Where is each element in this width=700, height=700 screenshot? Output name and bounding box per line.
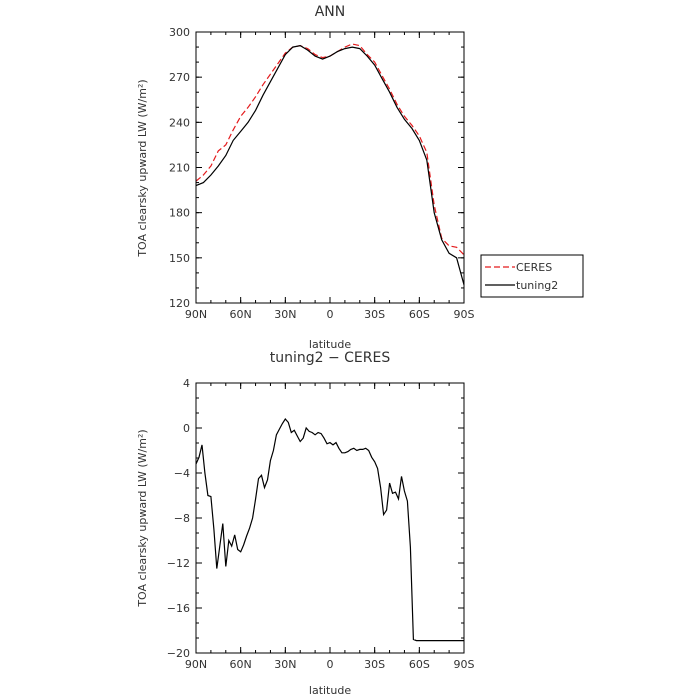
bottom-chart-xtick-label: 0: [327, 658, 334, 671]
bottom-chart-xtick-label: 30N: [274, 658, 296, 671]
bottom-chart-ytick-label: −16: [167, 602, 190, 615]
bottom-chart-xtick-label: 60S: [409, 658, 430, 671]
bottom-chart-ytick-label: 0: [183, 422, 190, 435]
top-chart-ytick-label: 270: [169, 71, 190, 84]
top-chart-series-line-tuning2: [195, 44, 465, 286]
bottom-chart-xtick-label: 30S: [364, 658, 385, 671]
top-chart-xtick-label: 60N: [230, 308, 252, 321]
top-chart-ytick-label: 150: [169, 252, 190, 265]
top-chart-series-line-ceres: [195, 43, 465, 256]
bottom-chart-xtick-label: 60N: [230, 658, 252, 671]
bottom-chart-title: tuning2 − CERES: [270, 350, 391, 366]
bottom-chart: tuning2 − CERES 90N 60N 30N 0 30S 60S 90S 4 0 −4 −…: [136, 350, 475, 697]
bottom-chart-xlabel: latitude: [309, 684, 351, 697]
top-chart-plot-area: 90N 60N 30N 0 30S 60S 90S 120 150 180 210 240 270 300: [169, 26, 475, 321]
bottom-chart-ytick-label: 4: [183, 377, 190, 390]
top-chart-legend: CERES tuning2: [480, 254, 584, 298]
bottom-chart-xtick-label: 90N: [185, 658, 207, 671]
legend-label-ceres: CERES: [516, 261, 552, 274]
top-chart-xtick-label: 0: [327, 308, 334, 321]
bottom-chart-ytick-label: −8: [174, 512, 190, 525]
top-chart-xtick-label: 30N: [274, 308, 296, 321]
top-chart-title: ANN: [315, 4, 346, 20]
top-chart-ytick-label: 210: [169, 162, 190, 175]
bottom-chart-plot-area: 90N 60N 30N 0 30S 60S 90S 4 0 −4 −8 −12 −16 −20: [167, 377, 475, 671]
top-chart-ytick-label: 300: [169, 26, 190, 39]
bottom-chart-xtick-label: 90S: [454, 658, 475, 671]
top-chart-ylabel: TOA clearsky upward LW (W/m²): [136, 79, 149, 257]
top-chart: ANN 90N 60N 30N 0 30S 60S 90S 120 150 180 210 240 27…: [136, 4, 584, 351]
top-chart-ytick-label: 120: [169, 297, 190, 310]
bottom-chart-frame: [195, 382, 465, 654]
top-chart-xtick-label: 30S: [364, 308, 385, 321]
legend-box: [480, 254, 584, 298]
bottom-chart-ytick-label: −4: [174, 467, 190, 480]
top-chart-ytick-label: 240: [169, 116, 190, 129]
bottom-chart-ylabel: TOA clearsky upward LW (W/m²): [136, 429, 149, 607]
top-chart-xtick-label: 90N: [185, 308, 207, 321]
top-chart-frame: [195, 31, 465, 304]
legend-label-tuning2: tuning2: [516, 279, 558, 292]
top-chart-xtick-label: 90S: [454, 308, 475, 321]
bottom-chart-ytick-label: −20: [167, 647, 190, 660]
top-chart-ytick-label: 180: [169, 207, 190, 220]
top-chart-xlabel: latitude: [309, 338, 351, 351]
top-chart-xtick-label: 60S: [409, 308, 430, 321]
bottom-chart-ytick-label: −12: [167, 557, 190, 570]
bottom-chart-series-line-diff: [195, 418, 464, 642]
